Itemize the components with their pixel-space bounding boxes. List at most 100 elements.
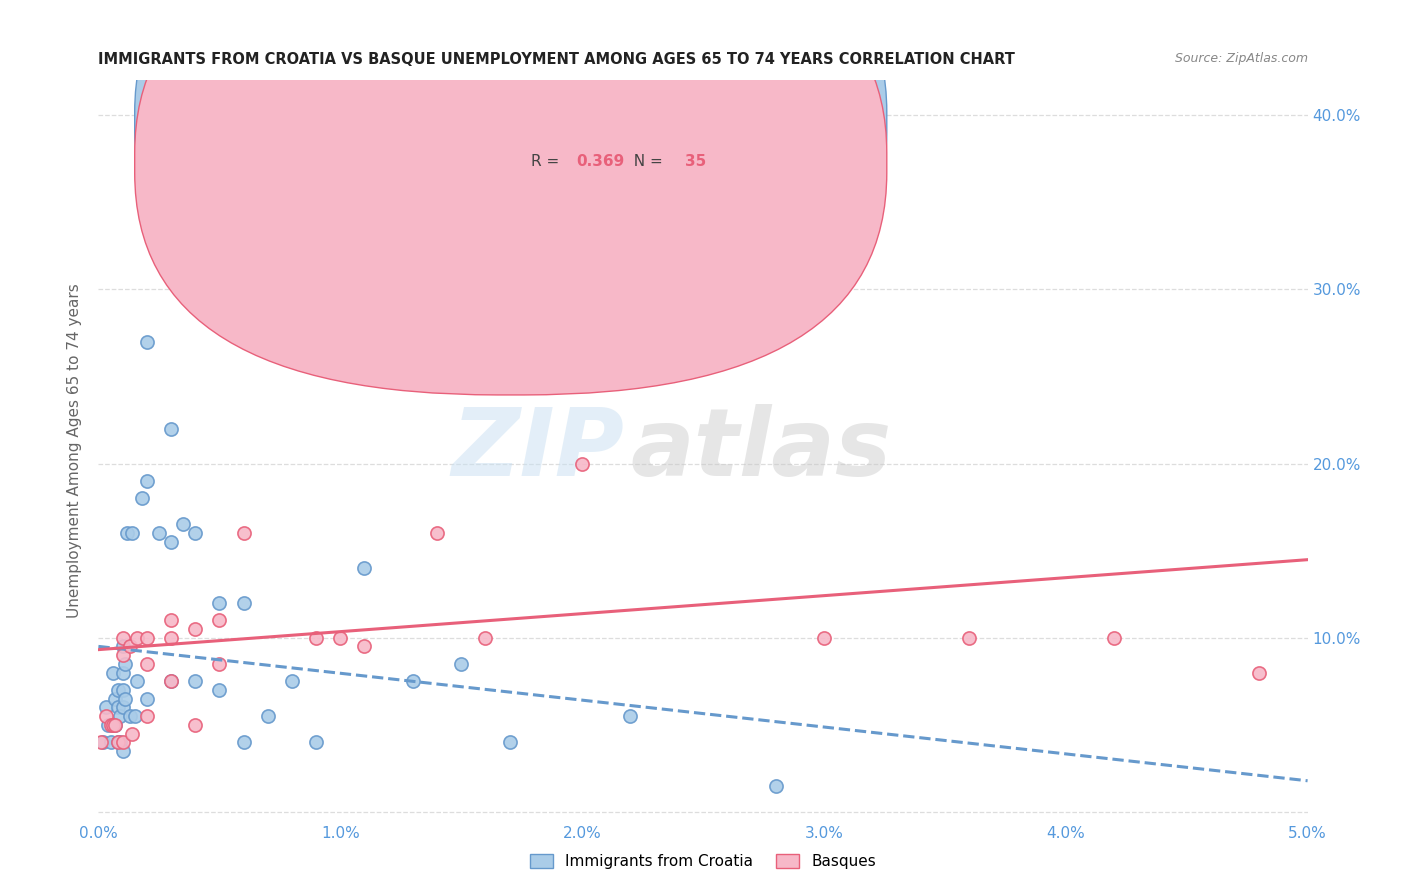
Text: R =: R =	[531, 154, 564, 169]
Point	[184, 526, 207, 541]
Point	[97, 718, 120, 732]
Point	[232, 526, 254, 541]
Point	[118, 709, 141, 723]
Point	[329, 631, 352, 645]
Point	[619, 709, 641, 723]
Point	[1102, 631, 1125, 645]
FancyBboxPatch shape	[474, 95, 824, 195]
Y-axis label: Unemployment Among Ages 65 to 74 years: Unemployment Among Ages 65 to 74 years	[67, 283, 83, 618]
Point	[305, 631, 328, 645]
Point	[104, 718, 127, 732]
Point	[135, 474, 157, 488]
Point	[135, 334, 157, 349]
Point	[101, 718, 124, 732]
Point	[208, 596, 231, 610]
Point	[91, 735, 114, 749]
Point	[121, 526, 143, 541]
Point	[111, 640, 134, 654]
Text: atlas: atlas	[630, 404, 891, 497]
Point	[118, 640, 141, 654]
Point	[208, 657, 231, 671]
Point	[765, 779, 787, 793]
Point	[90, 735, 112, 749]
Point	[111, 648, 134, 662]
Point	[111, 744, 134, 758]
Text: Source: ZipAtlas.com: Source: ZipAtlas.com	[1174, 53, 1308, 65]
Point	[111, 700, 134, 714]
Point	[100, 718, 122, 732]
Point	[111, 631, 134, 645]
Point	[101, 665, 124, 680]
Point	[353, 561, 375, 575]
Point	[256, 709, 278, 723]
Point	[107, 700, 129, 714]
Point	[232, 735, 254, 749]
Legend: Immigrants from Croatia, Basques: Immigrants from Croatia, Basques	[524, 848, 882, 875]
Point	[184, 718, 207, 732]
Point	[184, 622, 207, 636]
Point	[571, 457, 593, 471]
Point	[498, 735, 520, 749]
FancyBboxPatch shape	[135, 0, 887, 395]
Point	[426, 526, 449, 541]
Point	[94, 709, 117, 723]
Point	[124, 709, 146, 723]
Point	[108, 735, 131, 749]
Point	[114, 691, 136, 706]
Point	[957, 631, 980, 645]
Point	[353, 640, 375, 654]
Point	[813, 631, 835, 645]
Text: N =: N =	[624, 113, 668, 128]
Text: R =: R =	[531, 113, 564, 128]
Point	[281, 674, 304, 689]
Point	[148, 526, 170, 541]
Point	[135, 709, 157, 723]
Point	[135, 691, 157, 706]
Point	[121, 726, 143, 740]
Point	[160, 613, 183, 627]
Point	[107, 735, 129, 749]
Point	[131, 491, 153, 506]
Point	[160, 674, 183, 689]
Point	[127, 674, 149, 689]
Point	[108, 709, 131, 723]
Point	[377, 178, 399, 192]
Point	[111, 683, 134, 698]
Text: IMMIGRANTS FROM CROATIA VS BASQUE UNEMPLOYMENT AMONG AGES 65 TO 74 YEARS CORRELA: IMMIGRANTS FROM CROATIA VS BASQUE UNEMPL…	[98, 52, 1015, 67]
Text: N =: N =	[624, 154, 668, 169]
Point	[402, 674, 425, 689]
Point	[135, 657, 157, 671]
Point	[184, 674, 207, 689]
Point	[160, 422, 183, 436]
Point	[114, 657, 136, 671]
Point	[172, 517, 194, 532]
Point	[208, 683, 231, 698]
Text: ZIP: ZIP	[451, 404, 624, 497]
Point	[474, 631, 496, 645]
Point	[305, 735, 328, 749]
Point	[160, 631, 183, 645]
Point	[135, 631, 157, 645]
Text: 0.162: 0.162	[576, 113, 624, 128]
FancyBboxPatch shape	[135, 0, 887, 354]
Point	[127, 631, 149, 645]
Point	[104, 718, 127, 732]
Text: 49: 49	[685, 113, 706, 128]
Point	[256, 300, 278, 314]
Point	[111, 735, 134, 749]
Point	[94, 700, 117, 714]
Point	[101, 718, 124, 732]
Point	[107, 683, 129, 698]
Point	[100, 735, 122, 749]
Point	[1249, 665, 1271, 680]
Point	[450, 657, 472, 671]
Point	[160, 674, 183, 689]
Point	[111, 665, 134, 680]
Text: 35: 35	[685, 154, 706, 169]
Point	[107, 735, 129, 749]
Point	[208, 613, 231, 627]
Point	[160, 535, 183, 549]
Point	[104, 691, 127, 706]
Text: 0.369: 0.369	[576, 154, 624, 169]
Point	[117, 526, 139, 541]
